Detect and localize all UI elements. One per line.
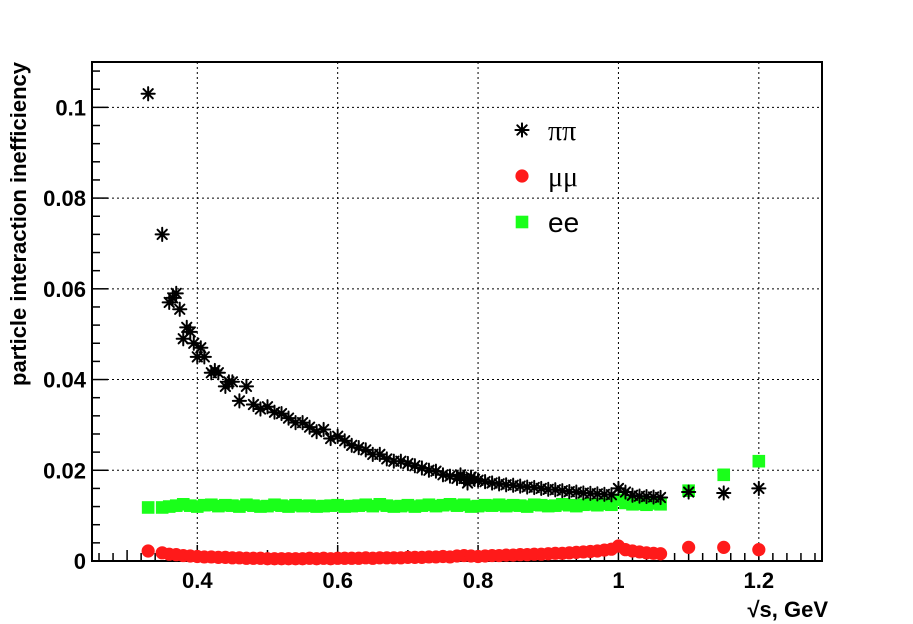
series-star: [140, 86, 767, 506]
data-point: [238, 378, 255, 394]
data-point: [526, 479, 542, 496]
data-point: [414, 460, 430, 476]
data-point: [309, 424, 325, 440]
data-point: [224, 374, 240, 390]
data-point: [358, 442, 374, 458]
data-point: [337, 433, 353, 449]
data-point: [459, 475, 476, 491]
data-point: [752, 543, 766, 557]
data-point: [428, 463, 444, 479]
data-points: [140, 86, 767, 566]
data-point: [245, 396, 262, 413]
plot-frame: [91, 61, 823, 562]
legend-marker: [515, 215, 529, 229]
data-point: [330, 428, 346, 444]
legend-marker: [514, 122, 530, 138]
data-point: [717, 468, 731, 482]
data-point: [273, 405, 290, 422]
data-point: [294, 415, 311, 431]
data-point: [351, 439, 367, 456]
y-axis-title: particle interaction inefficiency: [6, 61, 31, 386]
data-point: [717, 540, 731, 554]
data-point: [372, 446, 388, 462]
data-point: [681, 484, 697, 500]
x-tick-label: 0.8: [463, 568, 494, 593]
data-point: [210, 365, 226, 381]
data-point: [393, 453, 409, 469]
data-point: [533, 480, 549, 497]
axis-ticks: 0.4 0.6 0.8 1 1.2 0 0.02 0.04 0.06 0.08 0.1: [43, 70, 816, 593]
data-point: [140, 86, 156, 102]
data-point: [259, 399, 276, 415]
legend-label: ee: [548, 207, 579, 238]
legend-marker: [515, 169, 529, 183]
data-point: [344, 437, 360, 453]
data-point: [168, 285, 184, 301]
data-point: [141, 501, 155, 514]
legend-label: μμ: [548, 162, 578, 193]
data-point: [547, 482, 563, 498]
data-point: [175, 331, 191, 347]
x-tick-label: 1: [612, 568, 624, 593]
x-tick-label: 0.4: [182, 568, 213, 593]
grid: [92, 62, 822, 561]
y-tick-label: 0.1: [55, 95, 86, 120]
data-point: [400, 455, 416, 472]
data-point: [484, 475, 500, 491]
data-point: [512, 478, 528, 494]
x-axis-title: √s, GeV: [747, 597, 828, 622]
y-tick-label: 0.02: [43, 458, 86, 483]
data-point: [186, 335, 202, 351]
data-point: [193, 340, 209, 356]
data-point: [505, 477, 521, 493]
data-point: [141, 544, 155, 558]
series-circle: [141, 539, 766, 566]
data-point: [652, 489, 669, 506]
data-point: [477, 474, 493, 490]
data-point: [716, 485, 732, 501]
data-point: [442, 468, 458, 484]
x-tick-label: 0.6: [322, 568, 353, 593]
data-point: [470, 472, 486, 488]
data-point: [617, 484, 634, 500]
y-tick-label: 0.08: [43, 186, 86, 211]
data-point: [610, 480, 627, 497]
data-point: [196, 349, 212, 365]
data-point: [653, 547, 668, 561]
data-point: [182, 324, 198, 340]
data-point: [154, 226, 170, 242]
series-square: [141, 454, 766, 514]
data-point: [407, 458, 423, 474]
y-tick-label: 0: [74, 549, 86, 574]
data-point: [252, 401, 269, 417]
data-point: [231, 393, 247, 409]
data-point: [323, 430, 339, 447]
data-point: [435, 467, 451, 483]
data-point: [603, 487, 620, 503]
data-point: [172, 301, 188, 317]
data-point: [302, 419, 318, 435]
data-point: [379, 451, 395, 467]
data-point: [280, 410, 297, 426]
data-point: [752, 454, 766, 468]
data-point: [316, 421, 332, 438]
data-point: [266, 404, 283, 420]
data-point: [682, 540, 696, 554]
data-point: [624, 487, 641, 503]
x-tick-label: 1.2: [744, 568, 775, 593]
data-point: [751, 480, 767, 497]
y-tick-label: 0.04: [43, 368, 87, 393]
legend: ππ μμ ee: [514, 116, 579, 238]
y-tick-label: 0.06: [43, 277, 86, 302]
legend-label: ππ: [548, 116, 576, 147]
